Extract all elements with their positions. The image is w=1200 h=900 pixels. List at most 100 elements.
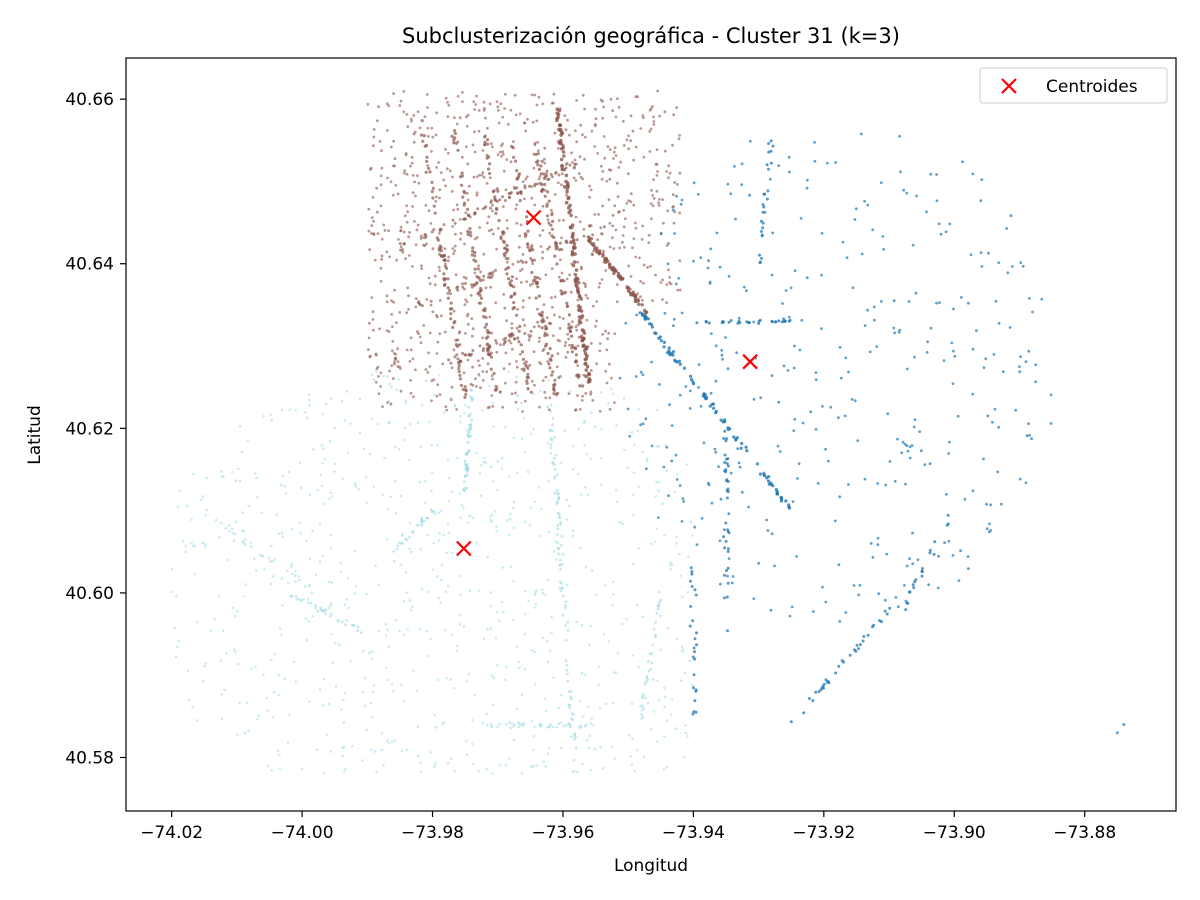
data-point [695, 543, 699, 546]
data-point [759, 230, 763, 233]
data-point [740, 441, 744, 446]
data-point [641, 615, 645, 618]
data-point [386, 176, 389, 180]
data-point [491, 401, 495, 405]
data-point [675, 637, 679, 641]
data-point [485, 712, 488, 716]
data-point [903, 584, 906, 587]
data-point [488, 405, 491, 409]
data-point [404, 257, 407, 260]
data-point [966, 555, 970, 558]
data-point [300, 767, 304, 770]
data-point [497, 121, 501, 125]
data-point [398, 365, 401, 369]
data-point [600, 177, 604, 181]
data-point [460, 171, 464, 175]
data-point [589, 342, 593, 345]
data-point [430, 150, 433, 153]
data-point [425, 93, 429, 96]
data-point [710, 332, 713, 335]
data-point [971, 489, 975, 493]
data-point [752, 320, 756, 324]
data-point [631, 493, 635, 497]
data-point [422, 134, 426, 138]
data-point [621, 276, 625, 281]
data-point [446, 259, 450, 263]
data-point [902, 188, 906, 192]
data-point [278, 753, 281, 757]
data-point [589, 188, 593, 192]
data-point [629, 114, 633, 118]
data-point [797, 462, 801, 466]
data-point [617, 105, 621, 109]
data-point [675, 478, 679, 481]
data-point [608, 148, 612, 152]
data-point [863, 477, 867, 481]
data-point [555, 558, 558, 561]
data-point [447, 255, 450, 259]
data-point [621, 241, 624, 244]
data-point [612, 593, 615, 596]
data-point [585, 318, 589, 322]
data-point [408, 599, 412, 602]
data-point [617, 166, 621, 169]
data-point [459, 593, 463, 597]
data-point [250, 667, 253, 670]
data-point [489, 206, 493, 210]
data-point [1000, 502, 1003, 506]
data-point [458, 373, 462, 377]
data-point [672, 113, 675, 117]
data-point [642, 281, 645, 285]
data-point [416, 421, 420, 424]
data-point [633, 443, 636, 447]
data-point [555, 365, 559, 369]
data-point [595, 362, 598, 366]
data-point [397, 447, 401, 451]
data-point [435, 166, 438, 169]
data-point [1027, 422, 1030, 425]
data-point [673, 358, 677, 362]
data-point [560, 183, 563, 187]
data-point [641, 373, 645, 376]
data-point [508, 757, 511, 760]
data-point [503, 381, 507, 385]
data-point [397, 238, 400, 241]
data-point [666, 209, 670, 213]
data-point [557, 552, 560, 556]
data-point [671, 353, 675, 357]
data-point [576, 290, 581, 295]
data-point [442, 272, 446, 276]
data-point [528, 363, 532, 367]
data-point [522, 416, 526, 420]
data-point [471, 516, 475, 520]
data-point [783, 320, 787, 323]
data-point [834, 161, 837, 164]
data-point [533, 258, 536, 262]
data-point [495, 350, 499, 354]
data-point [894, 596, 898, 599]
data-point [551, 370, 555, 374]
data-point [446, 523, 450, 526]
data-point [840, 659, 844, 663]
data-point [453, 355, 457, 359]
centroid-marker [742, 353, 758, 370]
data-point [258, 553, 262, 557]
data-point [474, 377, 477, 381]
data-point [677, 137, 681, 141]
data-point [400, 749, 404, 753]
data-point [607, 198, 611, 202]
data-point [637, 408, 640, 411]
data-point [412, 140, 416, 144]
data-point [481, 308, 486, 312]
data-point [406, 286, 410, 290]
data-point [526, 117, 529, 121]
data-point [951, 382, 955, 385]
data-point [498, 390, 502, 394]
data-point [745, 320, 749, 324]
data-point [533, 725, 536, 729]
data-point [908, 590, 912, 594]
data-point [408, 254, 411, 257]
data-point [726, 427, 730, 432]
data-point [657, 590, 661, 594]
data-point [218, 536, 221, 539]
